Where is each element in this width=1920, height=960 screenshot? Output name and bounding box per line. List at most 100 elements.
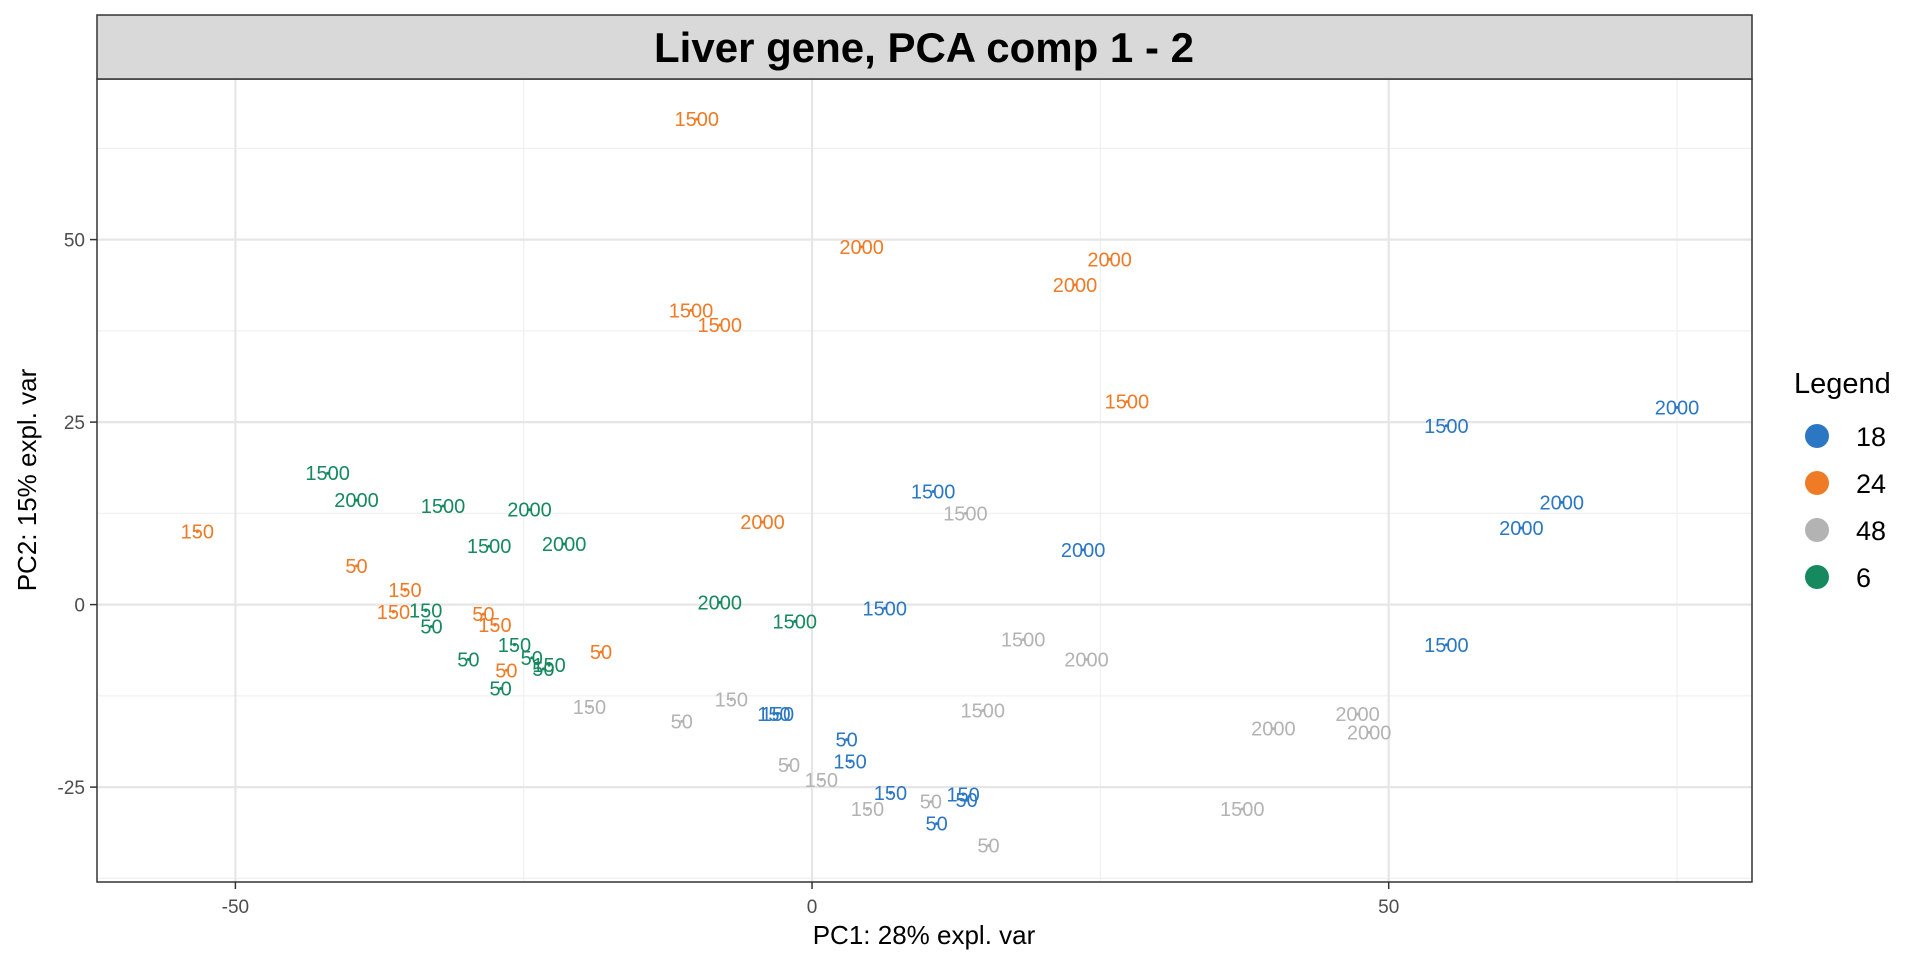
data-point-marker xyxy=(599,650,603,654)
legend-label-24: 24 xyxy=(1856,469,1886,499)
data-point-label: 2000 xyxy=(1087,249,1132,271)
data-point-marker xyxy=(195,530,199,534)
data-point-label: 150 xyxy=(715,690,748,712)
data-point-label: 50 xyxy=(495,660,517,682)
data-point-label: 50 xyxy=(457,649,479,671)
data-point-marker xyxy=(512,643,516,647)
data-point-marker xyxy=(391,610,395,614)
data-point-marker xyxy=(845,738,849,742)
data-point-marker xyxy=(1021,638,1025,642)
data-point-marker xyxy=(441,504,445,508)
data-point-label: 2000 xyxy=(1335,704,1380,726)
data-point-label: 1500 xyxy=(1424,635,1469,657)
data-point-marker xyxy=(1560,500,1564,504)
data-point-marker xyxy=(424,608,428,612)
data-point-marker xyxy=(1444,643,1448,647)
data-point-label: 2000 xyxy=(698,592,743,614)
data-point-label: 2000 xyxy=(334,490,379,512)
data-point-label: 2000 xyxy=(1655,398,1700,420)
data-point-label: 50 xyxy=(671,711,693,733)
data-point-label: 50 xyxy=(778,755,800,777)
y-tick-label: 0 xyxy=(74,596,85,617)
data-point-marker xyxy=(1271,727,1275,731)
data-point-label: 150 xyxy=(833,752,866,774)
data-point-label: 150 xyxy=(761,704,794,726)
data-point-label: 150 xyxy=(805,770,838,792)
data-point-marker xyxy=(935,822,939,826)
data-point-label: 50 xyxy=(977,836,999,858)
data-point-marker xyxy=(860,245,864,249)
legend-key-48 xyxy=(1805,518,1829,542)
data-point-label: 50 xyxy=(345,556,367,578)
data-point-marker xyxy=(1108,257,1112,261)
data-point-label: 2000 xyxy=(1061,540,1106,562)
data-point-marker xyxy=(981,708,985,712)
data-point-label: 50 xyxy=(472,604,494,626)
data-point-label: 1500 xyxy=(943,503,988,525)
data-point-label: 150 xyxy=(757,704,790,726)
data-point-label: 50 xyxy=(532,659,554,681)
data-point-label: 50 xyxy=(955,790,977,812)
legend-title: Legend xyxy=(1794,368,1891,400)
data-point-label: 1500 xyxy=(960,700,1005,722)
data-point-label: 2000 xyxy=(542,534,587,556)
data-point-label: 1500 xyxy=(862,598,907,620)
data-point-marker xyxy=(729,698,733,701)
data-point-marker xyxy=(429,625,433,628)
data-point-marker xyxy=(354,498,358,502)
minor-gridlines xyxy=(97,79,1752,882)
data-point-marker xyxy=(499,687,503,691)
legend: Legend 18 24 48 6 xyxy=(1794,368,1891,593)
data-point-marker xyxy=(775,712,779,716)
data-point-label: 150 xyxy=(478,615,511,637)
data-point-marker xyxy=(504,668,508,672)
data-point-label: 150 xyxy=(532,655,565,677)
data-point-marker xyxy=(1240,807,1244,811)
data-point-marker xyxy=(883,606,887,610)
chart-title: Liver gene, PCA comp 1 - 2 xyxy=(654,24,1194,71)
y-axis-title: PC2: 15% expl. var xyxy=(12,368,42,591)
data-point-marker xyxy=(1444,424,1448,428)
data-point-label: 2000 xyxy=(1347,722,1392,744)
data-point-label: 1500 xyxy=(1105,392,1150,414)
data-point-label: 2000 xyxy=(839,237,884,259)
title-strip xyxy=(96,14,1753,80)
data-point-marker xyxy=(987,844,991,847)
data-point-marker xyxy=(689,308,693,312)
data-point-marker xyxy=(772,712,776,716)
data-point-marker xyxy=(1085,657,1089,661)
data-point-label: 2000 xyxy=(740,512,785,534)
data-point-marker xyxy=(527,508,531,512)
data-point-label: 150 xyxy=(181,522,214,544)
legend-label-6: 6 xyxy=(1856,563,1871,593)
data-point-label: 1500 xyxy=(1220,799,1265,821)
data-point-marker xyxy=(680,719,684,723)
data-point-marker xyxy=(587,705,591,709)
data-point-label: 1500 xyxy=(669,300,714,322)
data-point-marker xyxy=(326,471,330,475)
data-point-marker xyxy=(793,619,797,623)
data-point-marker xyxy=(487,544,491,548)
x-tick-label: 0 xyxy=(807,897,818,918)
data-point-label: 150 xyxy=(377,602,410,624)
data-point-label: 50 xyxy=(925,814,947,836)
data-point-marker xyxy=(695,117,699,121)
data-point-marker xyxy=(493,623,497,627)
data-points: 2000150020002000150015002000150015015050… xyxy=(181,109,1700,857)
legend-key-6 xyxy=(1805,565,1829,589)
data-point-label: 50 xyxy=(590,642,612,664)
legend-label-18: 18 xyxy=(1856,422,1886,452)
data-point-marker xyxy=(929,800,933,804)
data-point-label: 2000 xyxy=(1251,719,1296,741)
data-point-marker xyxy=(466,657,470,661)
data-point-label: 1500 xyxy=(305,463,350,485)
data-point-label: 150 xyxy=(409,600,442,622)
data-point-marker xyxy=(562,542,566,546)
data-point-marker xyxy=(931,489,935,493)
data-point-label: 1500 xyxy=(467,536,512,558)
data-point-marker xyxy=(1073,283,1077,287)
data-point-marker xyxy=(888,791,892,795)
data-point-marker xyxy=(547,663,551,667)
data-point-label: 150 xyxy=(851,799,884,821)
